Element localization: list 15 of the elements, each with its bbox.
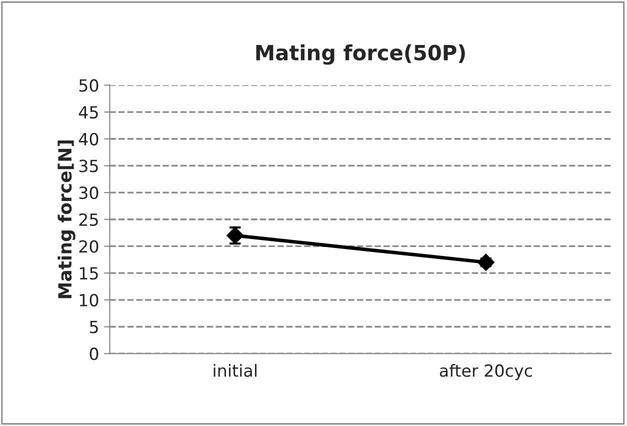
x-tick-label: after 20cyc <box>440 364 532 380</box>
y-tick-label: 15 <box>80 267 98 280</box>
y-tick-label: 45 <box>78 106 98 119</box>
y-tick-label: 20 <box>79 240 98 253</box>
y-tick-label: 25 <box>79 213 98 226</box>
y-tick-label: 0 <box>90 348 98 360</box>
y-tick-label: 40 <box>78 132 98 146</box>
chart-title: Mating force(50P) <box>256 44 465 65</box>
y-tick-label: 30 <box>79 186 98 200</box>
y-tick-label: 10 <box>80 294 98 306</box>
y-tick-label: 35 <box>79 160 98 172</box>
y-tick-label: 5 <box>90 320 98 334</box>
x-tick-label: initial <box>214 364 256 377</box>
y-axis-title: Mating force[N] <box>58 140 76 298</box>
y-tick-label: 50 <box>79 79 98 92</box>
